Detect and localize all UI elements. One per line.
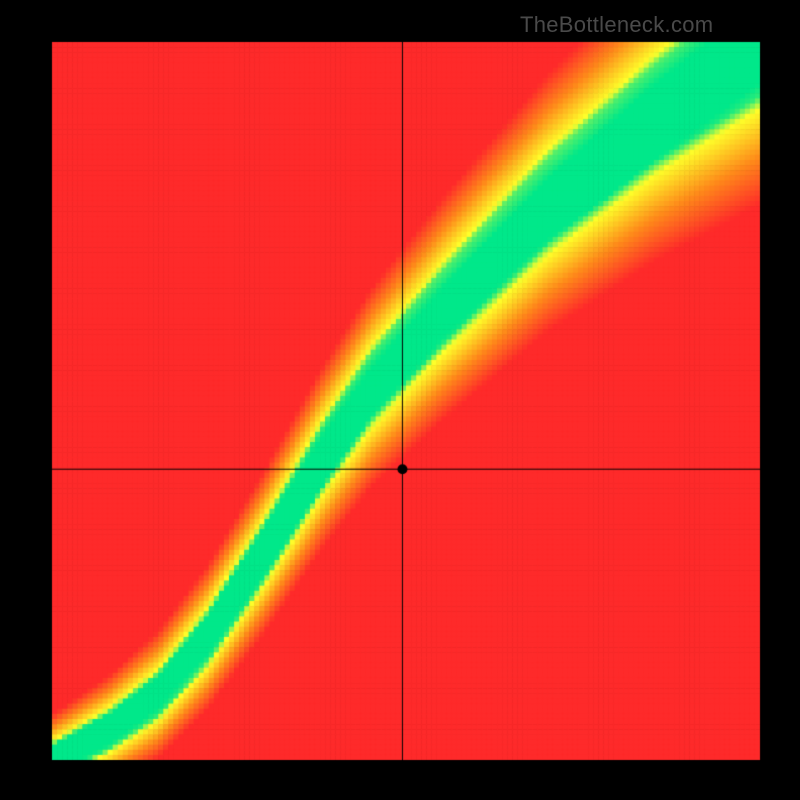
bottleneck-heatmap xyxy=(0,0,800,800)
watermark: TheBottleneck.com xyxy=(520,12,713,38)
